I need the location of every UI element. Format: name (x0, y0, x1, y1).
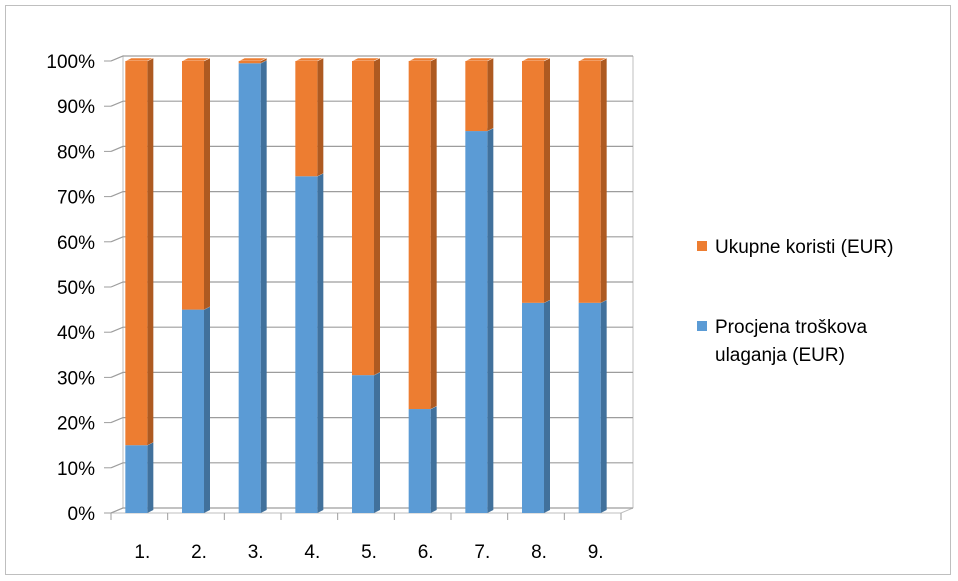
bar-front-face (182, 309, 204, 513)
bar-front-face (465, 61, 488, 132)
legend: Ukupne koristi (EUR) Procjena troškova ula… (697, 237, 893, 366)
bars (125, 57, 607, 513)
bar-front-face (352, 375, 374, 513)
y-tick-label: 40% (57, 323, 95, 344)
bar-front-face (182, 61, 204, 310)
bar-side-face (430, 406, 437, 513)
bar-segment-koristi-5 (351, 57, 381, 376)
bar-front-face (125, 61, 148, 446)
gridline (110, 462, 633, 469)
y-tick-label: 70% (57, 188, 95, 209)
x-tick-label: 4. (304, 542, 320, 563)
bar-front-face (238, 61, 261, 64)
x-tick-label: 9. (588, 542, 604, 563)
bar-segment-procjena-3 (238, 60, 267, 513)
y-tick-label: 80% (57, 142, 95, 163)
bar-front-face (238, 63, 261, 513)
gridline (110, 281, 633, 288)
y-tick-label: 50% (57, 278, 95, 299)
x-axis-tick-labels: 1. 2. 3. 4. 5. 6. 7. 8. 9. (110, 513, 622, 563)
legend-label: Procjena troškova (715, 317, 868, 338)
bar-segment-procjena-4 (295, 173, 324, 513)
x-tick-label: 6. (418, 542, 434, 563)
bar-front-face (408, 409, 431, 513)
bar-segment-procjena-9 (578, 299, 607, 513)
bar-front-face (578, 61, 601, 303)
gridline (110, 417, 633, 424)
bar-front-face (125, 445, 148, 513)
gridline (110, 326, 633, 333)
y-tick-label: 60% (57, 233, 95, 254)
legend-label: Ukupne koristi (EUR) (715, 237, 893, 258)
bar-segment-koristi-4 (295, 57, 324, 177)
bar-side-face (147, 58, 154, 446)
bar-side-face (487, 58, 494, 132)
x-tick-label: 1. (134, 542, 150, 563)
bar-front-face (465, 131, 488, 513)
legend-item-2: Procjena troškova ulaganja (EUR) (697, 317, 868, 366)
gridline (110, 191, 633, 198)
legend-swatch (697, 241, 707, 251)
y-tick-label: 0% (68, 504, 96, 525)
legend-item-1: Ukupne koristi (EUR) (697, 237, 893, 258)
bar-segment-procjena-2 (181, 306, 211, 513)
bar-segment-koristi-8 (521, 57, 551, 303)
bar-side-face (317, 58, 324, 177)
y-tick-label: 10% (57, 459, 95, 480)
bar-side-face (317, 173, 324, 513)
bar-side-face (147, 442, 154, 513)
bar-side-face (600, 299, 607, 513)
y-tick-label: 90% (57, 97, 95, 118)
bar-segment-koristi-7 (465, 57, 494, 132)
bar-segment-procjena-7 (465, 127, 494, 513)
stacked-bar-chart: 0% 10% 20% 30% 40% 50% 60% 70% 80% 90% 100% 1. 2. 3.… (46, 52, 893, 563)
bar-segment-koristi-9 (578, 57, 607, 303)
bar-segment-koristi-2 (181, 57, 211, 310)
y-tick-label: 20% (57, 414, 95, 435)
gridline (110, 236, 633, 243)
bar-front-face (352, 61, 374, 376)
bar-segment-procjena-6 (408, 405, 437, 513)
bar-segment-koristi-3 (238, 57, 267, 64)
gridline (110, 145, 633, 152)
bar-front-face (578, 302, 601, 513)
bar-side-face (374, 58, 380, 376)
bar-segment-koristi-1 (125, 57, 154, 446)
bar-front-face (522, 302, 544, 513)
legend-label: ulaganja (EUR) (715, 345, 845, 366)
x-tick-label: 3. (248, 542, 264, 563)
bar-side-face (487, 128, 494, 513)
x-tick-label: 5. (361, 542, 377, 563)
chart-area: 0% 10% 20% 30% 40% 50% 60% 70% 80% 90% 100% 1. 2. 3.… (5, 5, 951, 575)
bar-side-face (260, 58, 267, 64)
gridlines (104, 55, 633, 514)
x-tick-label: 7. (474, 542, 490, 563)
bar-front-face (408, 61, 431, 410)
bar-side-face (204, 306, 210, 513)
bar-front-face (295, 176, 318, 513)
x-tick-label: 2. (191, 542, 207, 563)
gridline (110, 371, 633, 378)
bar-segment-procjena-1 (125, 441, 154, 513)
bar-front-face (295, 61, 318, 177)
bar-segment-procjena-8 (521, 299, 551, 513)
bar-side-face (260, 60, 267, 513)
y-tick-label: 100% (46, 52, 95, 73)
bar-side-face (430, 58, 437, 410)
bar-side-face (204, 58, 210, 310)
gridline (110, 100, 633, 107)
x-tick-label: 8. (531, 542, 547, 563)
y-tick-label: 30% (57, 368, 95, 389)
bar-segment-procjena-5 (351, 371, 381, 513)
gridline (110, 507, 633, 514)
bar-side-face (544, 299, 550, 513)
bar-side-face (544, 58, 550, 303)
bar-side-face (600, 58, 607, 303)
bar-segment-koristi-6 (408, 57, 437, 410)
bar-front-face (522, 61, 544, 303)
bar-side-face (374, 372, 380, 513)
y-axis-tick-labels: 0% 10% 20% 30% 40% 50% 60% 70% 80% 90% 100% (46, 52, 95, 525)
gridline (110, 55, 633, 62)
legend-swatch (697, 321, 707, 331)
